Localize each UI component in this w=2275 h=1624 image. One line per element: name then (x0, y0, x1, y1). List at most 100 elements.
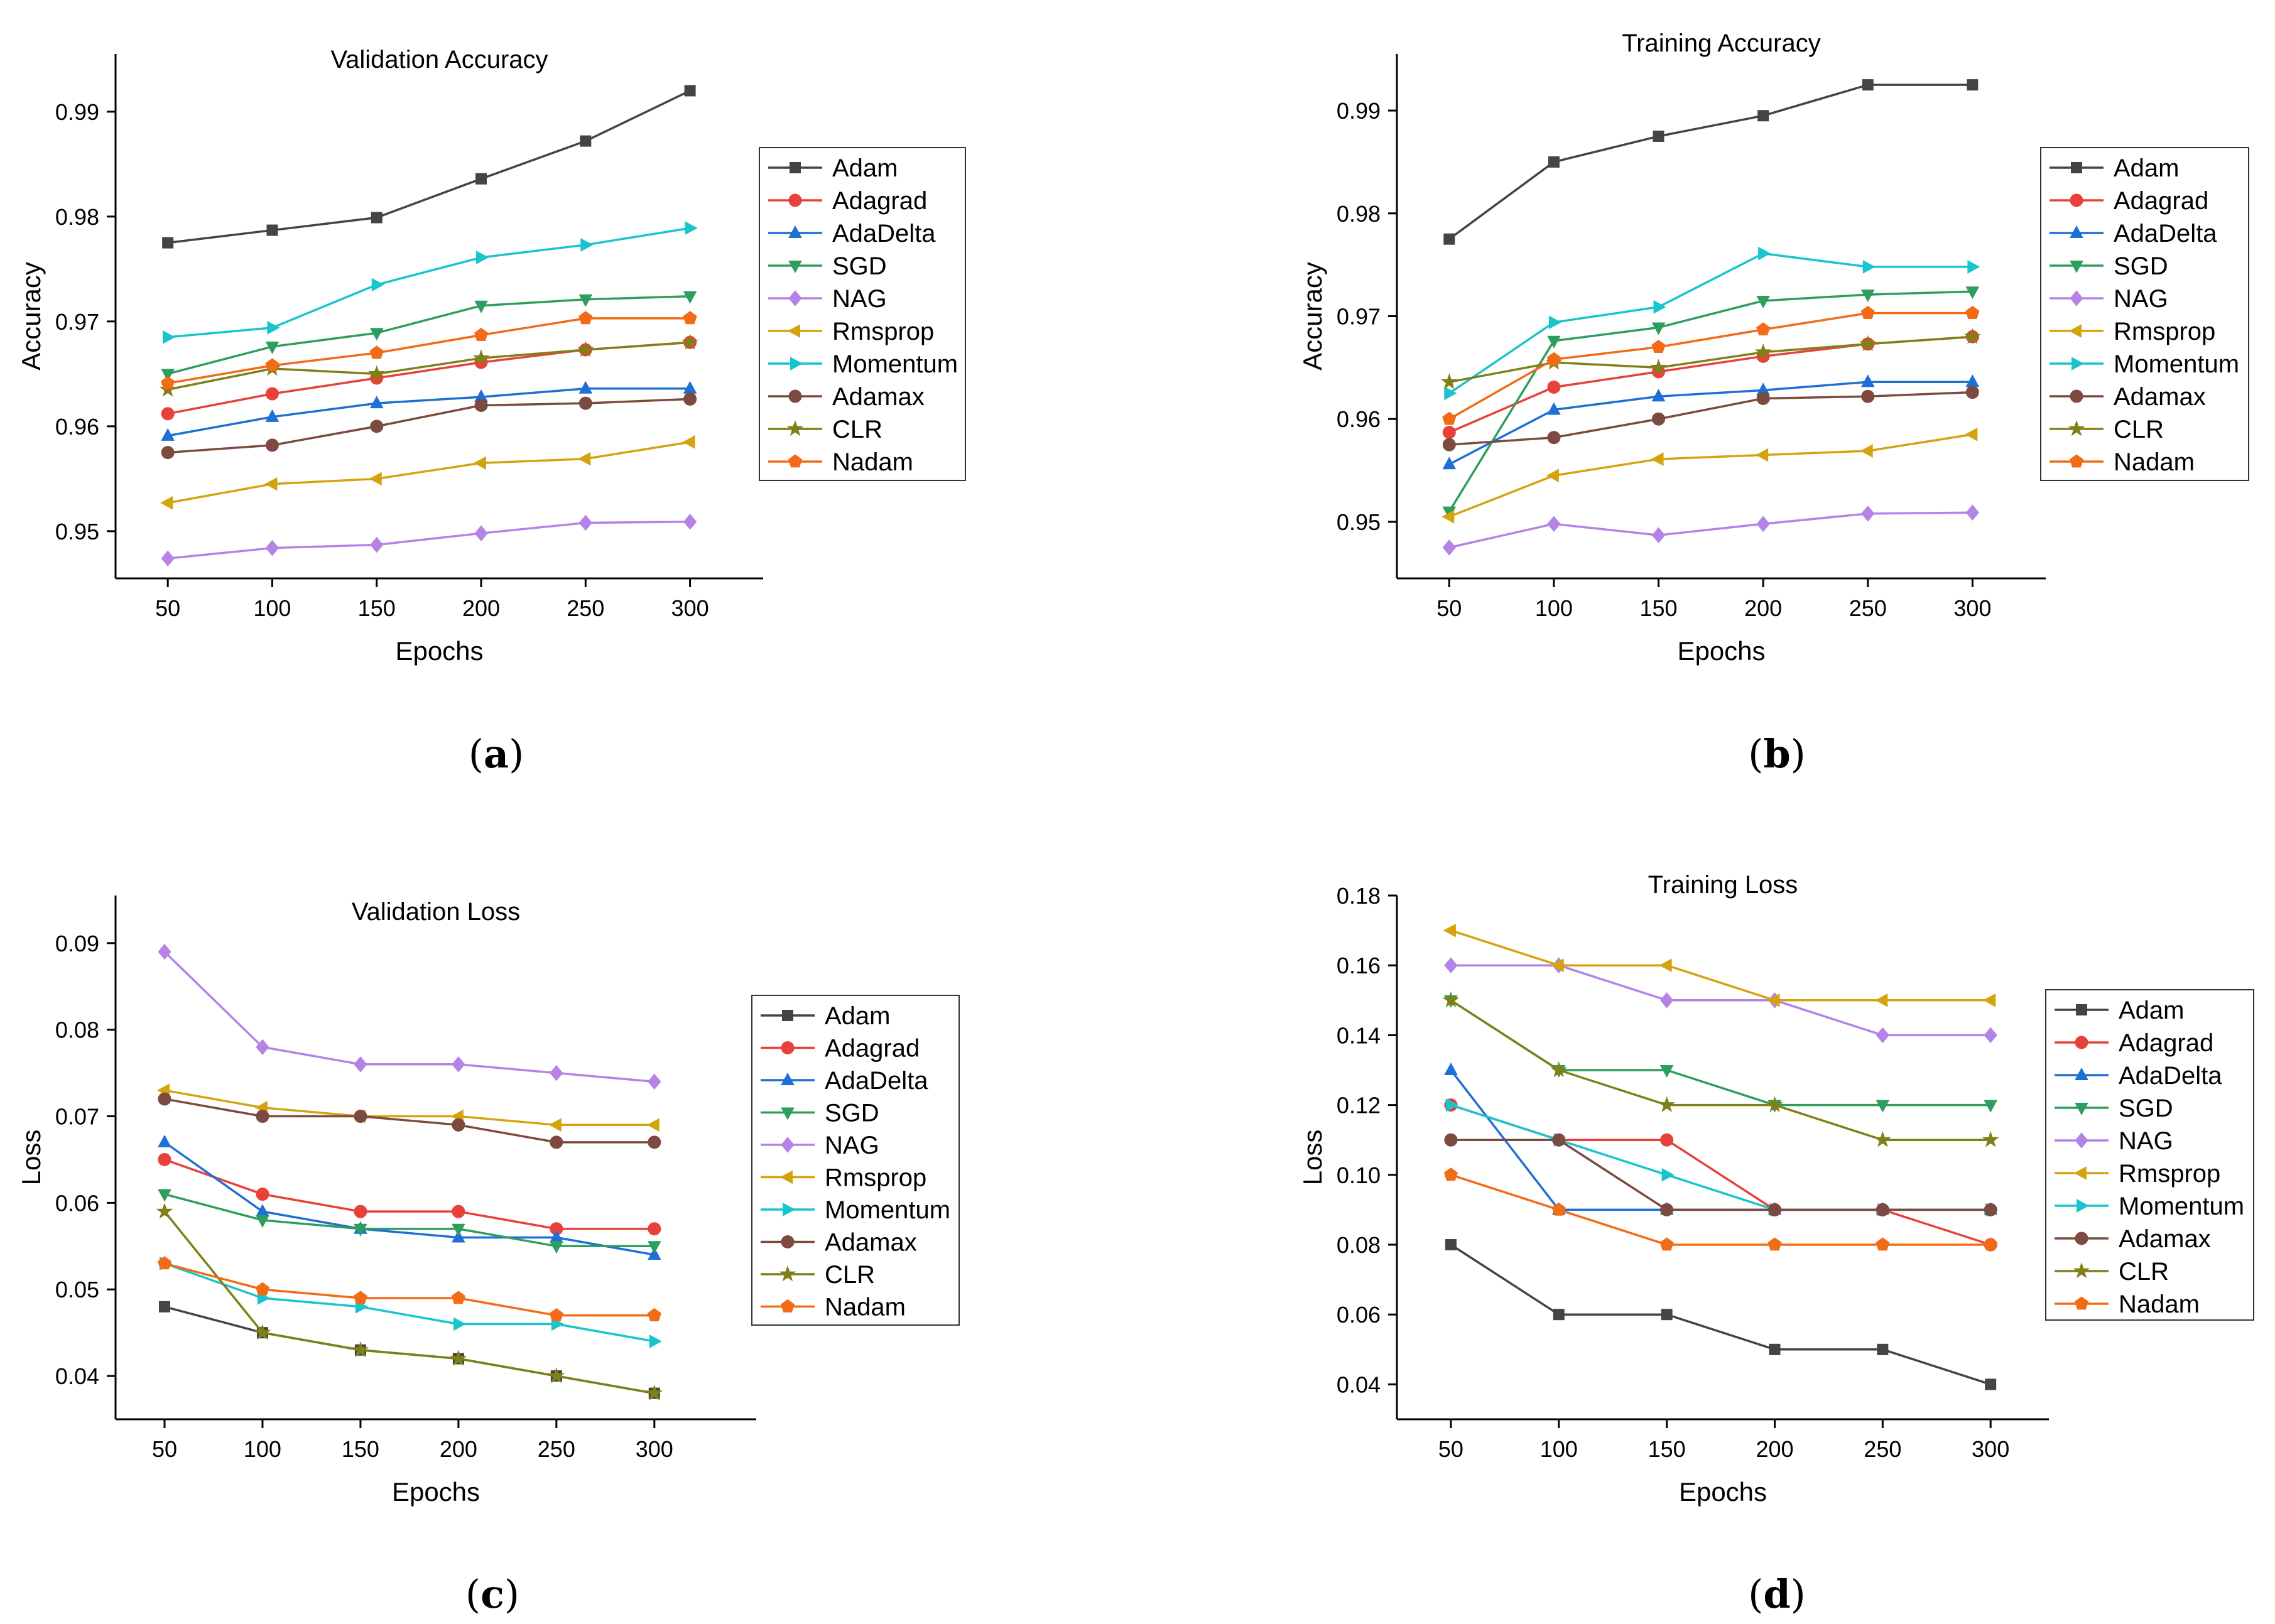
data-point-clr (1874, 1131, 1891, 1147)
legend-marker-adam (2076, 1004, 2087, 1015)
data-point-momentum (1444, 386, 1457, 401)
x-tick-label: 300 (636, 1436, 673, 1462)
data-point-nadam (369, 345, 384, 359)
legend-entry-nag: NAG (2119, 1127, 2173, 1155)
series-line-momentum (167, 227, 690, 338)
legend-marker-momentum (790, 357, 803, 371)
series-line-adamax (1449, 391, 1973, 446)
data-point-clr (156, 1203, 173, 1219)
panel-label-letter: a (484, 731, 509, 777)
data-point-rmsprop (578, 452, 591, 466)
legend-entry-adagrad: Adagrad (832, 187, 927, 215)
legend-entry-adadelta: AdaDelta (2119, 1062, 2222, 1090)
data-point-adamax (1444, 1133, 1458, 1147)
legend-entry-clr: CLR (2119, 1258, 2169, 1286)
data-point-sgd (1659, 1065, 1674, 1078)
data-point-momentum (1758, 246, 1771, 261)
data-point-nadam (1876, 1237, 1890, 1251)
panel-label-open-paren: ( (465, 1571, 481, 1617)
data-point-nadam (474, 327, 489, 341)
series-line-sgd (164, 1193, 654, 1248)
legend-entry-adam: Adam (2119, 997, 2185, 1024)
data-point-adamax (683, 392, 697, 406)
data-point-nag (683, 514, 697, 530)
data-point-sgd (161, 369, 175, 382)
data-point-nag (1965, 504, 1980, 521)
panel-training-loss: 50 100 150 200 250 300 0.04 0.06 0.08 0.10 0.12 0.1… (1298, 871, 2254, 1617)
data-point-momentum (580, 238, 594, 252)
panel-label-close-paren: ) (1791, 1571, 1806, 1617)
data-point-adadelta (1547, 402, 1561, 415)
legend-entry-adam: Adam (832, 154, 898, 182)
legend-marker-clr (786, 420, 804, 436)
series-momentum (1445, 1098, 1999, 1217)
series-line-sgd (167, 295, 690, 376)
legend-entry-clr: CLR (832, 416, 882, 443)
data-point-nadam (1651, 339, 1666, 354)
y-tick-label: 0.14 (1337, 1022, 1381, 1048)
legend-marker-nag (2070, 290, 2083, 306)
data-point-clr (1964, 328, 1981, 344)
series-sgd (1442, 286, 1980, 519)
legend-marker-sgd (788, 261, 802, 274)
x-tick-label: 50 (152, 1436, 177, 1462)
data-point-clr (1442, 991, 1460, 1008)
data-point-adamax (1660, 1203, 1674, 1216)
series-adamax (161, 392, 697, 460)
legend-entry-nag: NAG (825, 1132, 879, 1159)
legend-entry-adam: Adam (2114, 154, 2180, 182)
data-point-adam (1769, 1343, 1781, 1355)
data-point-adam (1553, 1309, 1565, 1321)
legend-marker-adadelta (781, 1072, 795, 1085)
series-line-adamax (168, 398, 690, 454)
data-point-sgd (1651, 322, 1666, 335)
data-point-adamax (265, 438, 279, 452)
legend: Adam Adagrad AdaDelta SGD NAG Rmsprop Momentum… (751, 995, 960, 1326)
series-momentum (163, 221, 698, 344)
x-tick-label: 300 (671, 595, 709, 621)
data-point-adadelta (578, 381, 593, 394)
series-nadam (1442, 305, 1980, 425)
data-point-adam (158, 1301, 170, 1313)
x-tick-label: 250 (1849, 595, 1887, 621)
series-line-clr (167, 341, 690, 391)
data-point-adagrad (1547, 380, 1561, 394)
data-point-nadam (549, 1307, 563, 1321)
legend-marker-adagrad (788, 193, 802, 207)
panel-label-letter: c (481, 1571, 504, 1617)
y-tick-label: 0.08 (1337, 1232, 1381, 1258)
series-sgd (1444, 995, 1998, 1113)
x-tick-label: 200 (440, 1436, 477, 1462)
data-point-adagrad (354, 1204, 367, 1218)
data-point-sgd (1876, 1100, 1890, 1113)
series-adadelta (1442, 374, 1980, 470)
data-point-adadelta (1444, 1062, 1458, 1075)
legend-marker-sgd (2070, 261, 2083, 274)
data-point-nadam (1860, 305, 1875, 319)
data-point-nadam (451, 1291, 465, 1304)
series-clr (1442, 991, 1999, 1147)
data-point-nadam (255, 1282, 269, 1296)
data-point-adam (1653, 130, 1664, 142)
panel-label-open-paren: ( (469, 731, 484, 777)
legend-entry-adam: Adam (825, 1002, 891, 1030)
panel-training-accuracy: 50 100 150 200 250 300 0.95 0.96 0.97 0.98 0.99 Epo… (1298, 30, 2249, 777)
legend-marker-adam (782, 1010, 793, 1021)
panel-label: (a) (469, 731, 524, 777)
series-nadam (157, 1256, 661, 1321)
series-momentum (159, 1257, 662, 1348)
x-tick-label: 100 (1535, 595, 1573, 621)
legend-entry-adamax: Adamax (832, 383, 925, 411)
data-point-nag (256, 1039, 269, 1056)
data-point-clr (1859, 335, 1877, 352)
legend-marker-nadam (2069, 454, 2084, 468)
data-point-adam (475, 173, 487, 185)
data-point-clr (548, 1367, 565, 1383)
data-point-rmsprop (1551, 958, 1564, 973)
legend-entry-rmsprop: Rmsprop (832, 318, 934, 345)
data-point-rmsprop (1875, 993, 1888, 1007)
legend-entry-nag: NAG (832, 285, 887, 313)
legend-entry-adamax: Adamax (2114, 383, 2206, 411)
data-point-clr (1440, 373, 1458, 389)
series-adamax (1442, 386, 1979, 452)
